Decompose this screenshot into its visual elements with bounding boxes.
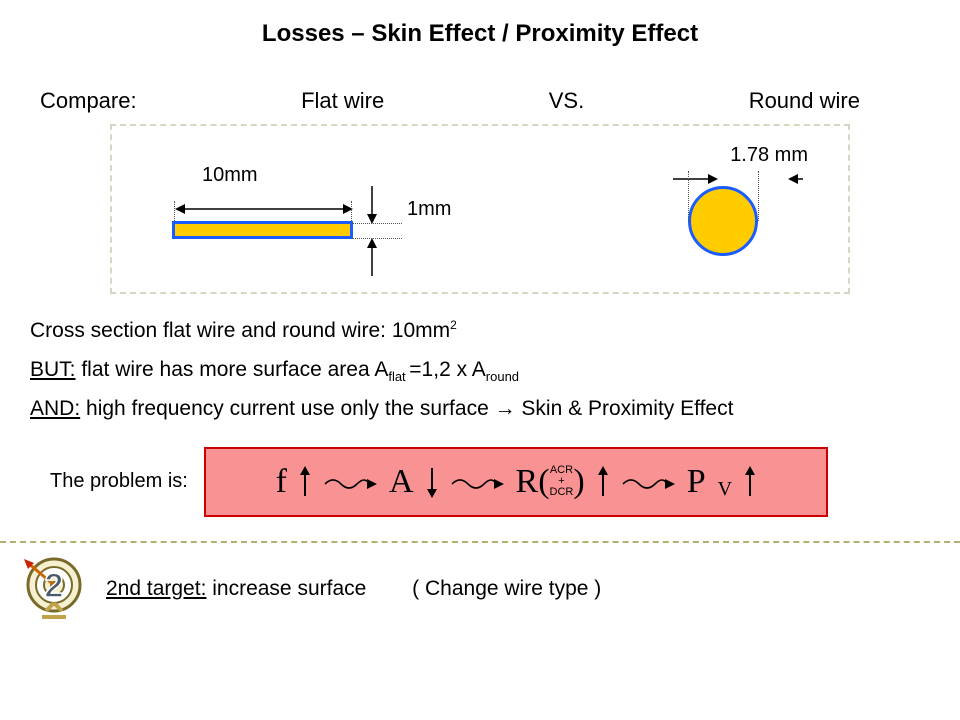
formula-r-open: R( [516, 463, 550, 501]
arrow-up-icon [597, 466, 609, 498]
dotted-guide [174, 201, 175, 221]
wave-arrow-icon [621, 472, 675, 492]
footer-text: 2nd target: increase surface ( Change wi… [106, 577, 601, 601]
text-fragment: Cross section flat wire and round wire: … [30, 319, 450, 342]
arrow-up-icon [299, 466, 311, 498]
round-diameter-label: 1.78 mm [730, 144, 808, 167]
formula-p: P [687, 463, 706, 501]
body-text: Cross section flat wire and round wire: … [0, 294, 960, 429]
dotted-guide [758, 171, 759, 221]
flat-wire-shape [172, 221, 353, 239]
formula-content: f A R( ACR + DCR ) PV [276, 463, 756, 501]
page-title: Losses – Skin Effect / Proximity Effect [0, 0, 960, 48]
formula-box: f A R( ACR + DCR ) PV [204, 447, 828, 517]
but-line: BUT: flat wire has more surface area Afl… [30, 351, 930, 390]
compare-right: Round wire [749, 88, 900, 114]
formula-dcr: DCR [550, 487, 574, 498]
problem-row: The problem is: f A R( ACR + DCR ) PV [0, 447, 960, 517]
text-superscript: 2 [450, 318, 457, 332]
formula-r-close: ) [573, 463, 584, 501]
text-fragment: high frequency current use only the surf… [80, 397, 733, 420]
and-line: AND: high frequency current use only the… [30, 390, 930, 429]
flat-width-arrow-icon [175, 201, 353, 217]
footer-row: 2 2nd target: increase surface ( Change … [0, 543, 960, 623]
text-subscript: flat [388, 369, 409, 384]
wire-diagram: 10mm 1mm 1.78 mm [110, 124, 850, 294]
footer-underline: 2nd target: [106, 577, 206, 600]
round-width-arrow-icon [668, 171, 808, 187]
formula-a: A [389, 463, 414, 501]
text-underline: AND: [30, 397, 80, 420]
round-wire-shape [688, 186, 758, 256]
compare-vs: VS. [549, 88, 584, 114]
flat-height-arrow-icon [364, 181, 380, 281]
wave-arrow-icon [450, 472, 504, 492]
formula-p-sub: V [718, 478, 732, 501]
flat-height-label: 1mm [407, 198, 451, 221]
flat-width-label: 10mm [202, 164, 258, 187]
dotted-guide [688, 171, 689, 221]
footer-fragment: increase surface [206, 577, 366, 600]
text-subscript: round [486, 369, 519, 384]
text-fragment: flat wire has more surface area A [76, 358, 389, 381]
wave-arrow-icon [323, 472, 377, 492]
arrow-down-icon [426, 466, 438, 498]
dotted-guide [351, 201, 352, 221]
text-fragment: =1,2 x A [409, 358, 485, 381]
formula-r-group: R( ACR + DCR ) [516, 463, 585, 501]
arrow-up-icon [744, 466, 756, 498]
formula-f: f [276, 463, 287, 501]
compare-label: Compare: [40, 88, 137, 114]
dotted-guide [352, 223, 402, 224]
svg-text:2: 2 [45, 567, 64, 605]
footer-paren: ( Change wire type ) [412, 577, 601, 600]
target-icon: 2 [20, 555, 88, 623]
compare-row: Compare: Flat wire VS. Round wire [0, 48, 960, 124]
cross-section-line: Cross section flat wire and round wire: … [30, 312, 930, 351]
text-underline: BUT: [30, 358, 76, 381]
formula-r-stack: ACR + DCR [550, 465, 574, 498]
problem-label: The problem is: [50, 470, 188, 493]
compare-left: Flat wire [301, 88, 384, 114]
dotted-guide [352, 238, 402, 239]
